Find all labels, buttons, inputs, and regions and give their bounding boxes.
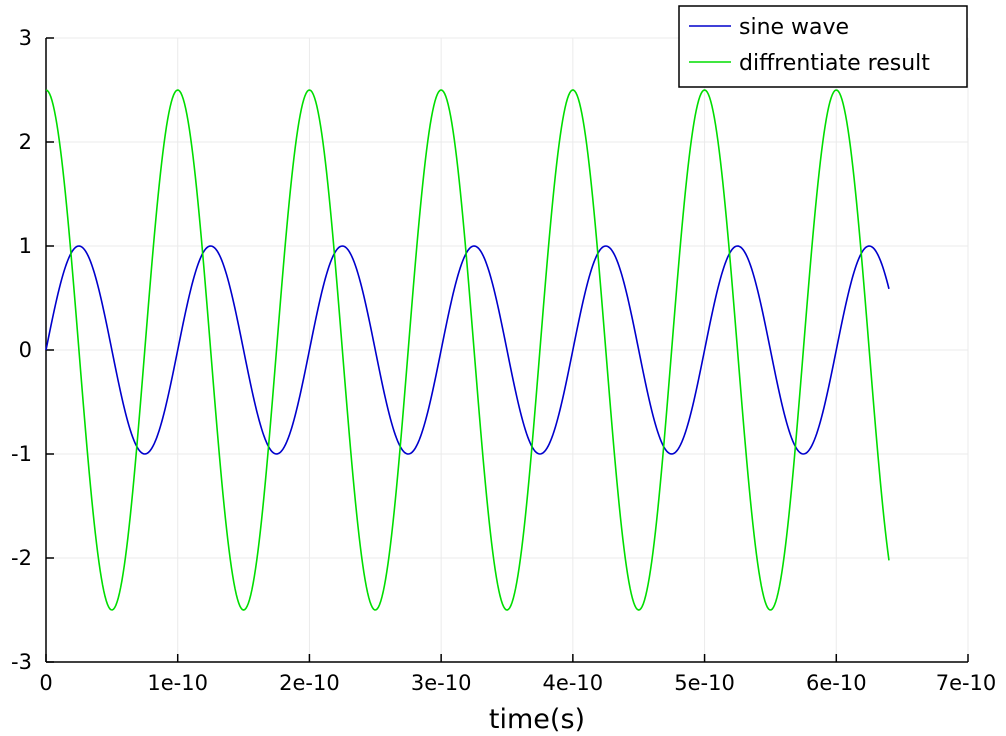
x-tick-label: 6e-10 <box>806 671 867 695</box>
y-tick-label: 1 <box>19 234 32 258</box>
y-tick-label: 2 <box>19 130 32 154</box>
series-line-diffrentiate-result <box>45 89 890 611</box>
y-tick-label: -2 <box>11 546 32 570</box>
x-tick-label: 7e-10 <box>936 671 997 695</box>
x-axis-title: time(s) <box>489 704 585 735</box>
legend-label: diffrentiate result <box>739 51 930 76</box>
y-tick-label: -3 <box>11 650 32 674</box>
series-lines <box>45 89 890 611</box>
x-tick-label: 5e-10 <box>674 671 735 695</box>
x-tick-label: 1e-10 <box>147 671 208 695</box>
x-tick-label: 0 <box>39 671 52 695</box>
legend-label: sine wave <box>739 15 849 40</box>
x-tick-label: 2e-10 <box>279 671 340 695</box>
series-line-sine-wave <box>45 245 890 455</box>
y-axis-ticks: 3 2 1 0 -1 -2 -3 <box>11 26 54 674</box>
legend-box <box>678 5 968 88</box>
x-axis-ticks: 0 1e-10 2e-10 3e-10 4e-10 5e-10 6e-10 7e-10 <box>39 654 996 695</box>
x-tick-label: 3e-10 <box>411 671 472 695</box>
legend: sine wave diffrentiate result <box>678 5 968 88</box>
y-tick-label: 0 <box>19 338 32 362</box>
y-tick-label: 3 <box>19 26 32 50</box>
y-tick-label: -1 <box>11 442 32 466</box>
x-tick-label: 4e-10 <box>543 671 604 695</box>
